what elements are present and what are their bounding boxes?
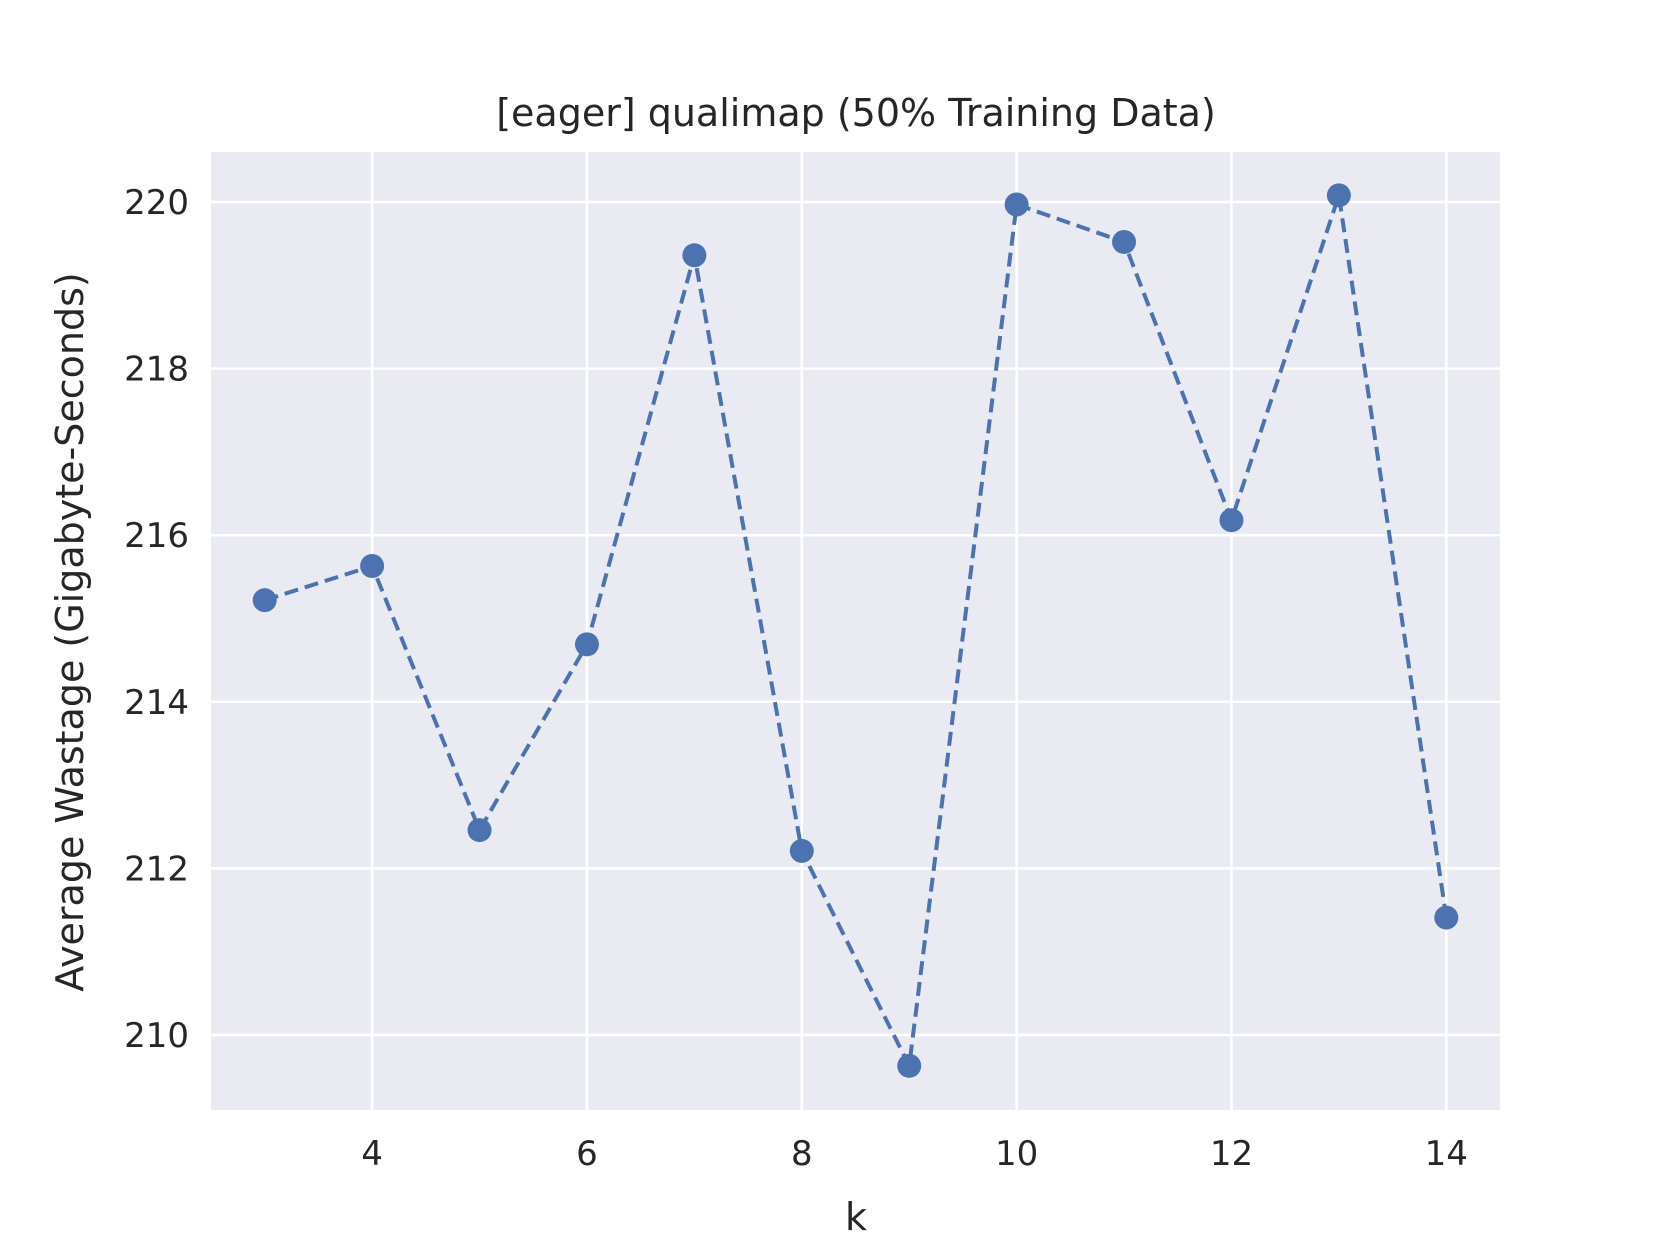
- data-point: [1219, 508, 1244, 533]
- y-tick-label: 214: [124, 683, 189, 723]
- chart-title: [eager] qualimap (50% Training Data): [496, 91, 1216, 135]
- plot-area: [211, 152, 1500, 1110]
- y-axis-label: Average Wastage (Gigabyte-Seconds): [48, 272, 92, 991]
- y-tick-label: 216: [124, 516, 189, 556]
- data-point: [1112, 229, 1137, 254]
- x-tick-label: 12: [1210, 1134, 1253, 1174]
- data-point: [360, 554, 385, 579]
- series-layer: [252, 183, 1459, 1078]
- data-point: [789, 838, 814, 863]
- x-tick-label: 8: [791, 1134, 813, 1174]
- data-point: [1434, 905, 1459, 930]
- data-point: [1004, 192, 1029, 217]
- x-tick-label: 14: [1425, 1134, 1468, 1174]
- y-tick-label: 220: [124, 183, 189, 223]
- data-point: [252, 588, 277, 613]
- y-tick-label: 218: [124, 350, 189, 390]
- x-tick-label: 6: [576, 1134, 598, 1174]
- data-point: [897, 1053, 922, 1078]
- y-tick-label: 210: [124, 1016, 189, 1056]
- x-tick-label: 10: [995, 1134, 1038, 1174]
- x-axis-label: k: [845, 1195, 867, 1239]
- data-point: [682, 243, 707, 268]
- series-line: [264, 194, 1449, 1073]
- tick-labels: 4 6 8 10 12 14 210 212 214 216 218 220: [124, 183, 1468, 1174]
- y-tick-label: 212: [124, 849, 189, 889]
- x-tick-label: 4: [361, 1134, 383, 1174]
- data-point: [574, 632, 599, 657]
- data-point: [467, 818, 492, 843]
- data-point: [1326, 183, 1351, 208]
